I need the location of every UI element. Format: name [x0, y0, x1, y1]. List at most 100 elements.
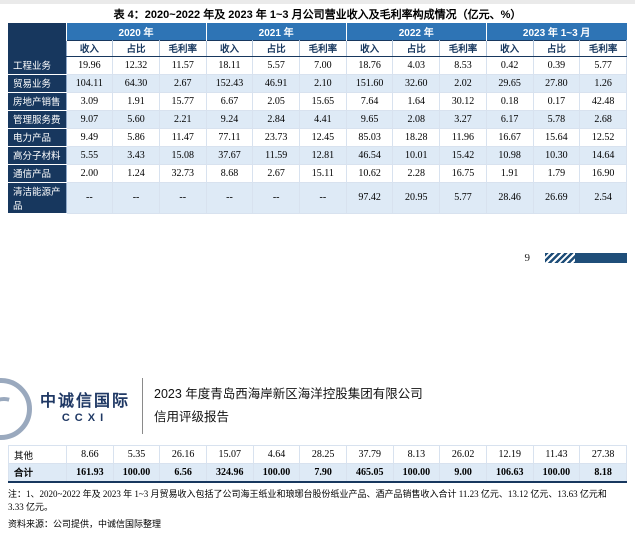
table-row: 电力产品 9.49 5.86 11.47 77.11 23.73 12.45 85.03 18.…: [8, 127, 627, 147]
row-label: 其他: [8, 445, 67, 464]
table-body-continued: 其他 8.66 5.35 26.16 15.07 4.64 28.25 37.79 8.13 26…: [8, 445, 627, 482]
value-cell: 85.03: [345, 127, 394, 147]
page-footer: 9: [8, 252, 627, 264]
value-cell: 7.90: [299, 463, 347, 482]
value-cell: --: [65, 181, 114, 214]
value-cell: 324.96: [205, 463, 254, 482]
value-cell: 5.86: [112, 127, 160, 147]
table-body: 工程业务 19.96 12.32 11.57 18.11 5.57 7.00 18.76 4.0…: [8, 55, 627, 214]
value-cell: 15.08: [158, 145, 207, 165]
row-label: 房地产销售: [8, 92, 66, 111]
table-row: 房地产销售 3.09 1.91 15.77 6.67 2.05 15.65 7.64 1.64 3…: [8, 91, 627, 111]
value-cell: 9.24: [205, 109, 254, 129]
table-row: 管理服务费 9.07 5.60 2.21 9.24 2.84 4.41 9.65 2.08 3.2…: [8, 109, 627, 129]
value-cell: 3.09: [65, 91, 114, 111]
value-cell: 9.00: [439, 463, 487, 482]
value-cell: 152.43: [205, 73, 254, 93]
ccxi-logo-icon: [0, 378, 32, 440]
table-row: 通信产品 2.00 1.24 32.73 8.68 2.67 15.11 10.62 2.28 1…: [8, 163, 627, 183]
year-header-2022: 2022 年: [345, 23, 487, 40]
value-cell: 465.05: [345, 463, 394, 482]
table-row: 工程业务 19.96 12.32 11.57 18.11 5.57 7.00 18.76 4.0…: [8, 55, 627, 75]
col-header-margin: 毛利率: [158, 39, 207, 57]
value-cell: 1.91: [112, 91, 160, 111]
value-cell: 29.65: [485, 73, 534, 93]
report-title-line2: 信用评级报告: [154, 410, 230, 424]
value-cell: 15.11: [299, 163, 347, 183]
value-cell: 28.25: [299, 445, 347, 464]
value-cell: --: [158, 181, 207, 214]
value-cell: 11.43: [532, 445, 581, 464]
value-cell: 77.11: [205, 127, 254, 147]
table-row: 贸易业务 104.11 64.30 2.67 152.43 46.91 2.10 151.60…: [8, 73, 627, 93]
row-label: 电力产品: [8, 128, 66, 147]
footer-stripes-icon: [545, 253, 575, 263]
value-cell: 9.07: [65, 109, 114, 129]
col-header-share: 占比: [252, 39, 301, 57]
row-label: 合计: [8, 463, 67, 482]
value-cell: 2.08: [392, 109, 441, 129]
col-header-income: 收入: [205, 39, 254, 57]
value-cell: 15.64: [532, 127, 581, 147]
value-cell: 64.30: [112, 73, 160, 93]
value-cell: 16.75: [439, 163, 487, 183]
value-cell: 18.11: [205, 55, 254, 75]
value-cell: 4.03: [392, 55, 441, 75]
value-cell: 9.65: [345, 109, 394, 129]
value-cell: 12.45: [299, 127, 347, 147]
value-cell: 26.69: [532, 181, 581, 214]
value-cell: 11.47: [158, 127, 207, 147]
value-cell: 0.17: [532, 91, 581, 111]
value-cell: --: [205, 181, 254, 214]
value-cell: 11.59: [252, 145, 301, 165]
row-label: 工程业务: [8, 56, 66, 75]
value-cell: 12.19: [485, 445, 534, 464]
value-cell: 2.10: [299, 73, 347, 93]
row-label: 管理服务费: [8, 110, 66, 129]
value-cell: 15.07: [205, 445, 254, 464]
row-label: 贸易业务: [8, 74, 66, 93]
table-row: 清洁能源产品 -- -- -- -- -- -- 97.42 20.95 5.77 28.46 26.…: [8, 181, 627, 214]
table-row: 高分子材料 5.55 3.43 15.08 37.67 11.59 12.81 46.54 10…: [8, 145, 627, 165]
sub-header-row: 收入 占比 毛利率 收入 占比 毛利率 收入 占比 毛利率 收入 占比 毛利率: [8, 39, 627, 57]
col-header-margin: 毛利率: [439, 39, 487, 57]
row-label: 通信产品: [8, 164, 66, 183]
value-cell: 18.76: [345, 55, 394, 75]
value-cell: 26.02: [439, 445, 487, 464]
value-cell: 6.67: [205, 91, 254, 111]
value-cell: 2.00: [65, 163, 114, 183]
value-cell: 3.27: [439, 109, 487, 129]
value-cell: 97.42: [345, 181, 394, 214]
value-cell: 100.00: [252, 463, 301, 482]
table-title: 表 4：2020~2022 年及 2023 年 1~3 月公司营业收入及毛利率构…: [113, 9, 522, 21]
logo-name-cn: 中诚信国际: [39, 393, 130, 410]
value-cell: 104.11: [65, 73, 114, 93]
revenue-table: 2020 年 2021 年 2022 年 2023 年 1~3 月 收入 占比 …: [8, 23, 627, 214]
col-header-income: 收入: [345, 39, 394, 57]
value-cell: 161.93: [66, 463, 114, 482]
report-title: 2023 年度青岛西海岸新区海洋控股集团有限公司 信用评级报告: [154, 383, 423, 429]
value-cell: 100.00: [112, 463, 161, 482]
value-cell: 5.77: [579, 55, 627, 75]
value-cell: 106.63: [485, 463, 534, 482]
value-cell: 7.00: [299, 55, 347, 75]
value-cell: 1.26: [579, 73, 627, 93]
col-header-share: 占比: [112, 39, 160, 57]
value-cell: 15.42: [439, 145, 487, 165]
value-cell: --: [252, 181, 301, 214]
value-cell: 12.32: [112, 55, 160, 75]
report-header: 中诚信国际 CCXI 2023 年度青岛西海岸新区海洋控股集团有限公司 信用评级…: [0, 374, 635, 442]
value-cell: 0.42: [485, 55, 534, 75]
value-cell: 3.43: [112, 145, 160, 165]
report-title-line1: 2023 年度青岛西海岸新区海洋控股集团有限公司: [154, 387, 423, 401]
row-label: 清洁能源产品: [8, 182, 66, 214]
value-cell: 27.80: [532, 73, 581, 93]
table-row: 其他 8.66 5.35 26.16 15.07 4.64 28.25 37.79 8.13 26…: [8, 445, 627, 464]
revenue-table-continued: 其他 8.66 5.35 26.16 15.07 4.64 28.25 37.79 8.13 26…: [8, 445, 627, 483]
row-label: 高分子材料: [8, 146, 66, 165]
footer-decoration-bar: [545, 253, 627, 263]
value-cell: 2.67: [252, 163, 301, 183]
value-cell: 18.28: [392, 127, 441, 147]
value-cell: 2.02: [439, 73, 487, 93]
year-header-2021: 2021 年: [205, 23, 347, 40]
